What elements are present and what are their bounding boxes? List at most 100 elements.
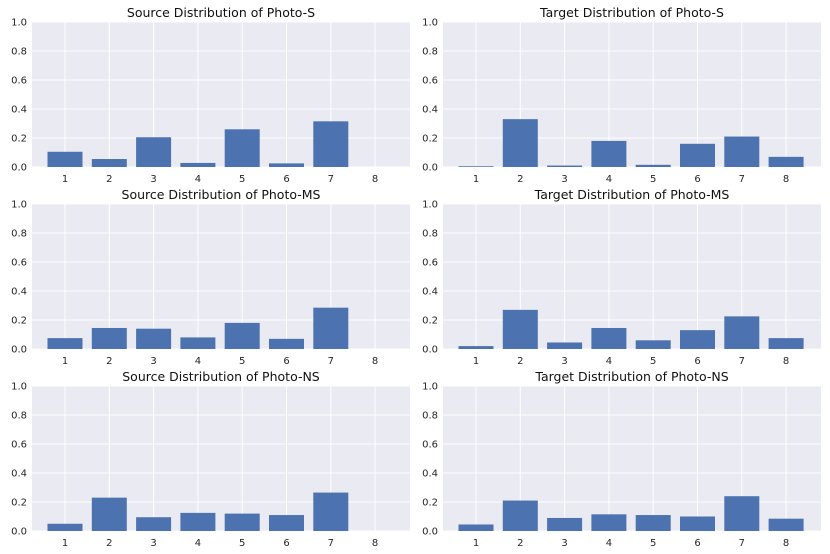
x-tick-label: 2 [517, 356, 523, 367]
x-tick-label: 8 [372, 356, 378, 367]
x-tick-label: 7 [328, 356, 334, 367]
x-tick-label: 7 [739, 174, 745, 185]
bar-2 [91, 497, 127, 531]
bar-1 [458, 166, 494, 167]
y-tick-label: 0.6 [11, 76, 27, 87]
bar-6 [680, 330, 715, 349]
bar-6 [269, 163, 304, 167]
y-tick-label: 0.4 [422, 469, 438, 480]
chart-panel-4: 0.0 0.2 0.4 0.6 0.8 1.0 1 2 3 4 5 6 7 8 Target Distrib… [422, 187, 821, 367]
y-tick-label: 1.0 [11, 200, 27, 211]
x-tick-label: 8 [783, 356, 789, 367]
y-tick-label: 1.0 [422, 18, 438, 29]
plot-background [443, 386, 821, 531]
y-tick-label: 0.0 [11, 345, 27, 356]
x-tick-label: 2 [517, 174, 523, 185]
y-tick-label: 0.2 [11, 316, 27, 327]
x-tick-label: 3 [561, 538, 567, 549]
plot-background [443, 204, 821, 349]
chart-title: Target Distribution of Photo-NS [534, 369, 728, 384]
chart-panel-6: 0.0 0.2 0.4 0.6 0.8 1.0 1 2 3 4 5 6 7 8 Target Distrib… [422, 369, 821, 549]
y-tick-label: 0.8 [422, 411, 438, 422]
plot-background [32, 22, 410, 167]
y-tick-label: 0.0 [422, 527, 438, 538]
bar-3 [136, 137, 172, 167]
y-tick-label: 0.8 [422, 47, 438, 58]
x-tick-label: 1 [62, 538, 68, 549]
x-tick-label: 1 [473, 356, 479, 367]
bar-5 [224, 322, 260, 349]
x-tick-label: 5 [650, 356, 656, 367]
bar-5 [635, 515, 671, 531]
y-tick-label: 0.8 [11, 411, 27, 422]
y-tick-label: 0.6 [422, 76, 438, 87]
x-tick-label: 6 [283, 538, 289, 549]
x-tick-label: 3 [150, 356, 156, 367]
x-tick-label: 8 [372, 538, 378, 549]
bar-6 [680, 143, 715, 167]
y-tick-label: 0.6 [422, 440, 438, 451]
bar-1 [47, 151, 83, 167]
bar-2 [502, 309, 538, 349]
bar-8 [768, 156, 804, 167]
y-tick-label: 0.4 [422, 105, 438, 116]
x-tick-label: 2 [106, 538, 112, 549]
y-tick-label: 0.0 [11, 527, 27, 538]
y-tick-label: 0.2 [422, 498, 438, 509]
plot-background [32, 204, 410, 349]
x-tick-label: 6 [694, 174, 700, 185]
bar-4 [591, 514, 627, 531]
y-tick-label: 0.2 [11, 134, 27, 145]
x-tick-label: 8 [783, 538, 789, 549]
bar-4 [591, 327, 627, 349]
bar-8 [768, 338, 804, 349]
bar-7 [313, 121, 349, 167]
y-tick-label: 0.2 [422, 134, 438, 145]
x-tick-label: 3 [150, 174, 156, 185]
bar-5 [635, 340, 671, 349]
bar-2 [502, 500, 538, 531]
bar-4 [591, 140, 627, 167]
bar-3 [547, 165, 583, 167]
bar-5 [635, 164, 671, 167]
y-tick-label: 0.2 [11, 498, 27, 509]
bar-2 [91, 327, 127, 349]
x-tick-label: 1 [62, 174, 68, 185]
bar-1 [47, 523, 83, 531]
bar-4 [180, 512, 216, 531]
x-tick-label: 6 [694, 356, 700, 367]
chart-panel-1: 0.0 0.2 0.4 0.6 0.8 1.0 1 2 3 4 5 6 7 8 Source Distrib… [11, 5, 410, 185]
x-tick-label: 4 [606, 174, 612, 185]
bar-6 [269, 515, 304, 531]
x-tick-label: 7 [739, 538, 745, 549]
y-tick-label: 0.6 [11, 258, 27, 269]
y-tick-label: 0.4 [11, 287, 27, 298]
bar-2 [91, 159, 127, 167]
bar-7 [724, 316, 760, 349]
y-tick-label: 0.8 [11, 47, 27, 58]
bar-5 [224, 513, 260, 531]
bar-3 [547, 517, 583, 531]
bar-5 [224, 129, 260, 167]
x-tick-label: 3 [561, 356, 567, 367]
x-tick-label: 7 [328, 538, 334, 549]
plot-background [32, 386, 410, 531]
bar-3 [136, 328, 172, 349]
x-tick-label: 6 [283, 174, 289, 185]
chart-title: Source Distribution of Photo-S [127, 5, 315, 20]
x-tick-label: 2 [106, 356, 112, 367]
y-tick-label: 0.2 [422, 316, 438, 327]
bar-1 [458, 524, 494, 531]
y-tick-label: 0.6 [11, 440, 27, 451]
y-tick-label: 0.6 [422, 258, 438, 269]
y-tick-label: 0.8 [11, 229, 27, 240]
y-tick-label: 0.0 [11, 163, 27, 174]
bar-6 [680, 516, 715, 531]
y-tick-label: 1.0 [422, 200, 438, 211]
x-tick-label: 1 [473, 538, 479, 549]
x-tick-label: 5 [239, 174, 245, 185]
bar-2 [502, 119, 538, 167]
bar-7 [313, 492, 349, 531]
bar-4 [180, 162, 216, 167]
